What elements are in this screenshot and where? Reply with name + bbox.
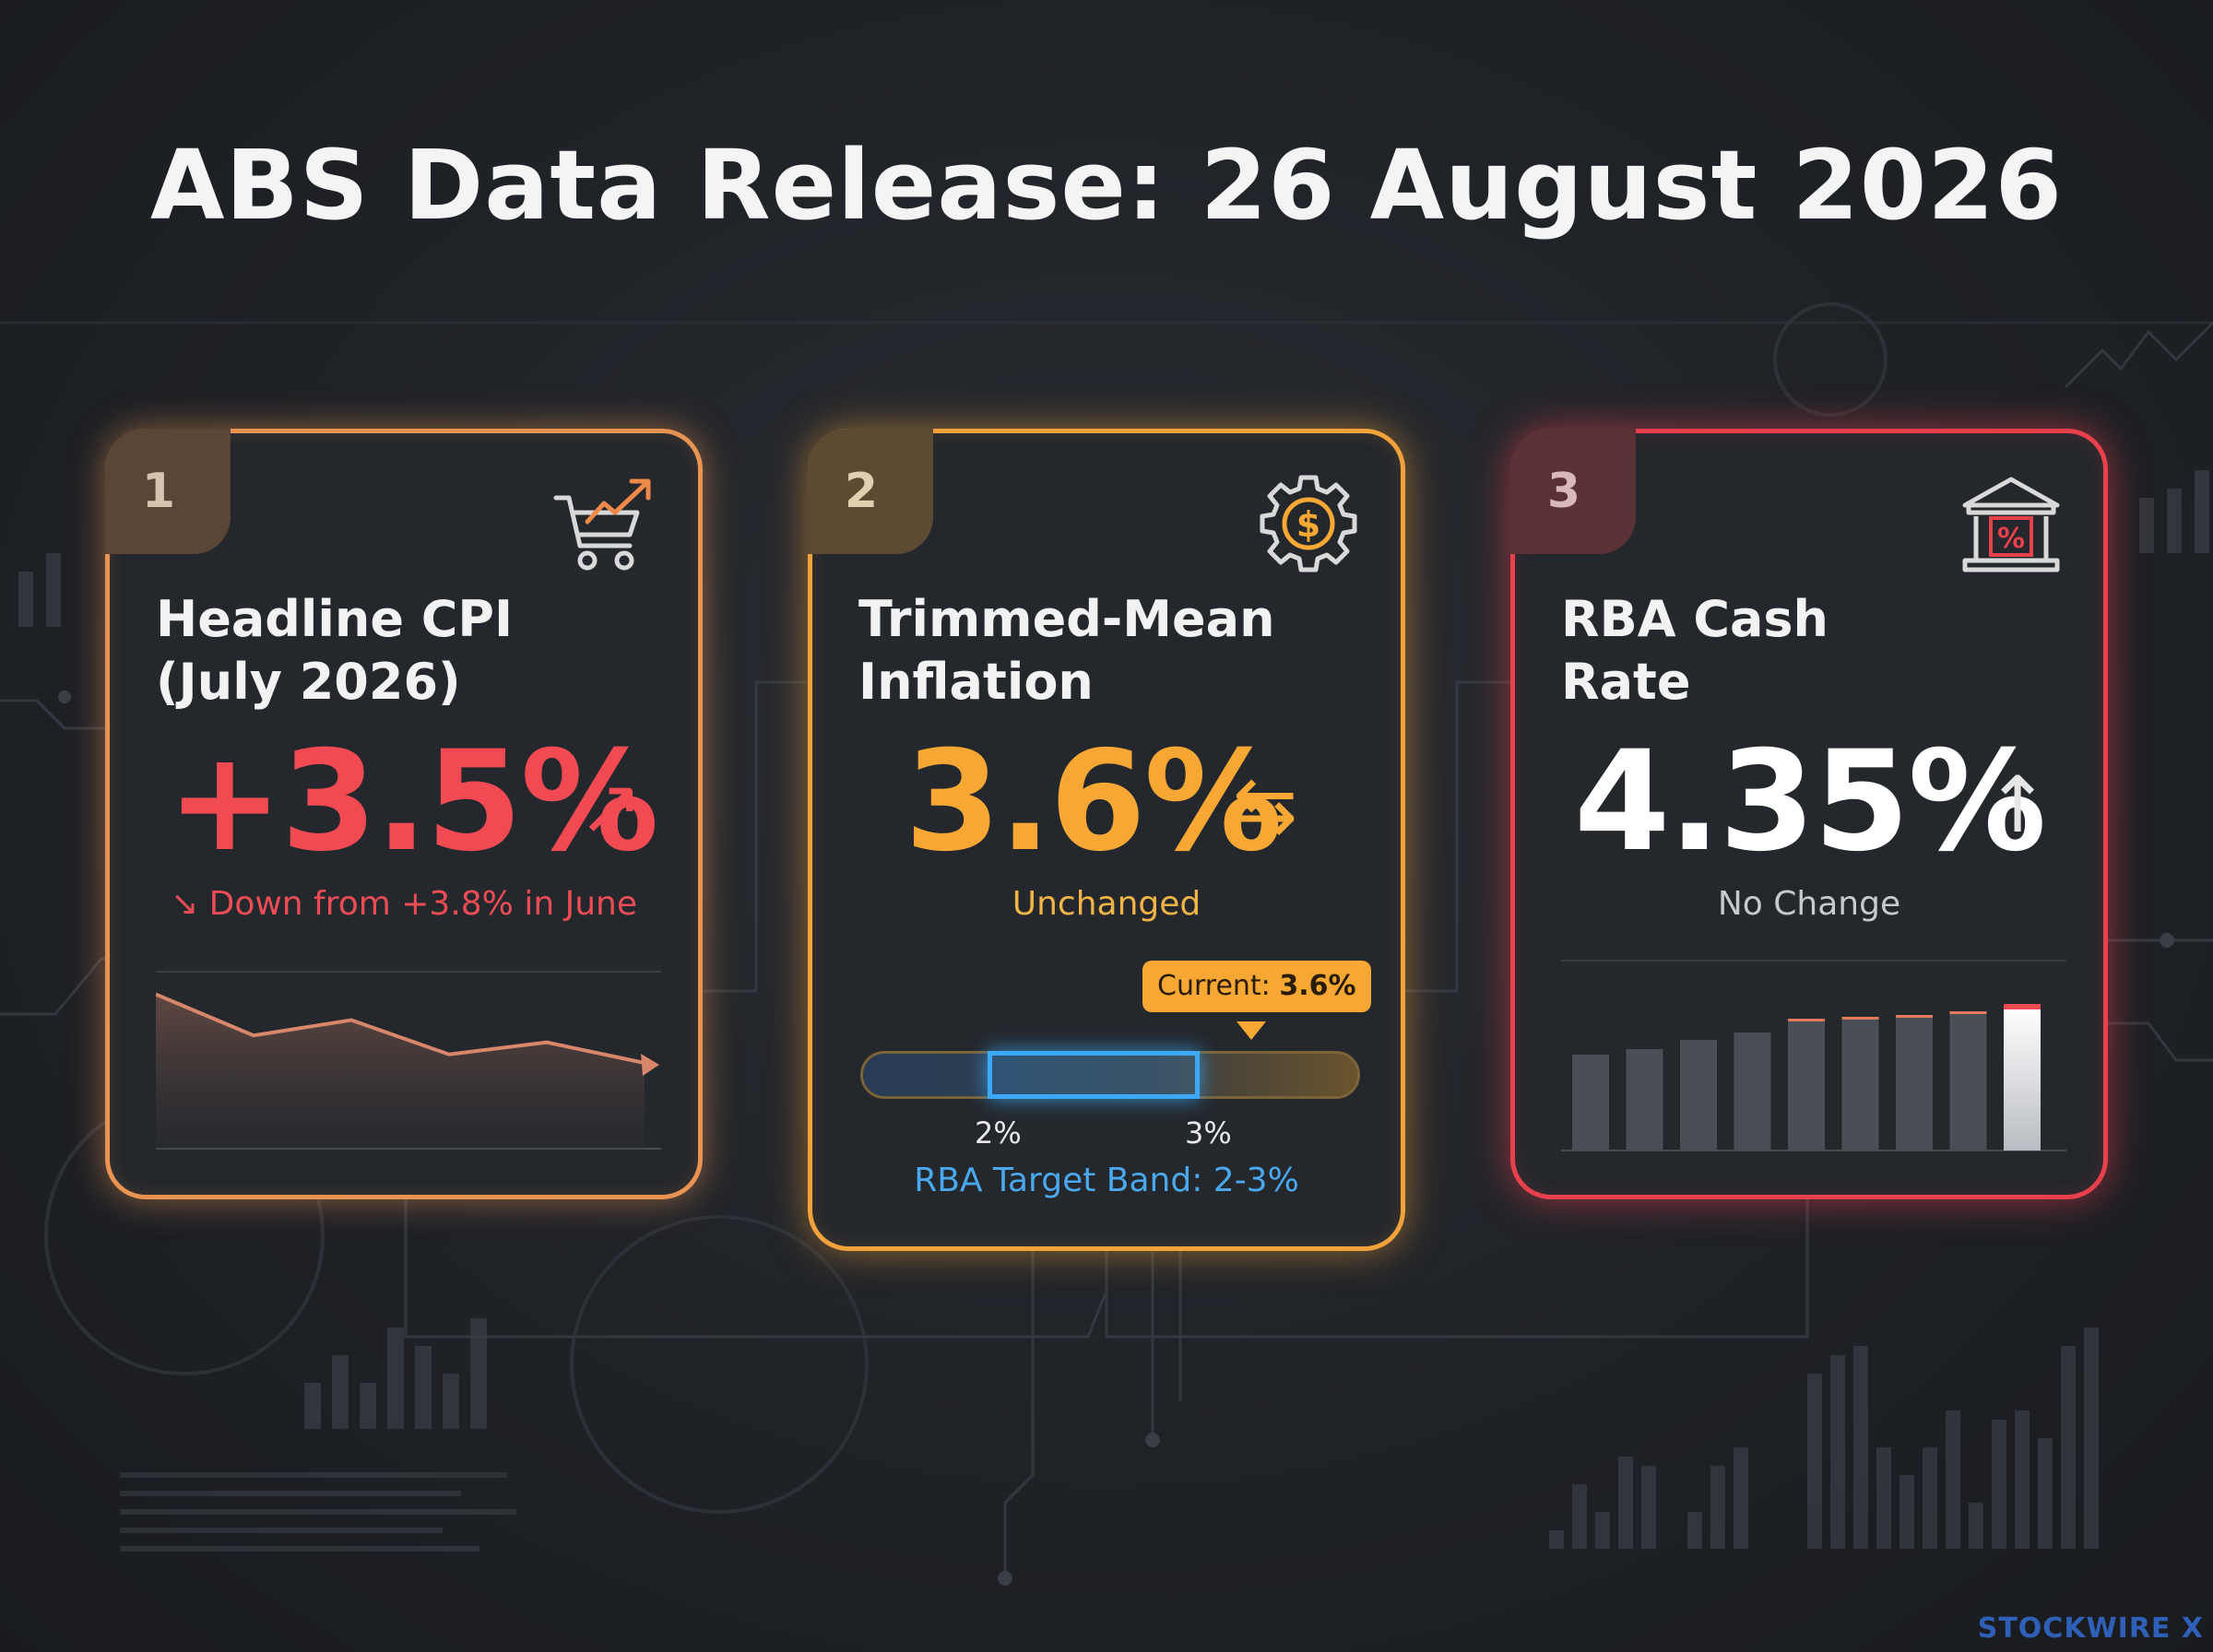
card-title: RBA Cash Rate xyxy=(1561,590,1828,711)
card-number-badge: 1 xyxy=(105,429,231,554)
svg-text:$: $ xyxy=(1296,504,1320,545)
current-value-tag: Current: 3.6% xyxy=(1142,961,1371,1012)
trimmed-mean-value: 3.6% xyxy=(905,722,1283,882)
cpi-sparkline xyxy=(156,971,661,1150)
cash-rate-bar xyxy=(1949,1014,1987,1150)
cash-rate-bar xyxy=(1680,1040,1717,1150)
target-band-caption: RBA Target Band: 2-3% xyxy=(914,1162,1299,1199)
cash-rate-status: No Change xyxy=(1717,885,1901,923)
trimmed-mean-status: Unchanged xyxy=(1012,885,1201,923)
cash-rate-bar xyxy=(1788,1021,1825,1150)
target-band-highlight xyxy=(988,1051,1200,1099)
gear-dollar-icon: $ xyxy=(1260,475,1357,572)
cash-rate-bar-chart xyxy=(1561,960,2066,1151)
cash-rate-bar xyxy=(1572,1055,1609,1150)
sparkline-arrowhead xyxy=(641,1054,659,1076)
cash-rate-bar-cap xyxy=(1896,1015,1933,1018)
cash-rate-card: 3 % RBA Cash Rate 4.35% ↑ No Change xyxy=(1510,429,2108,1199)
cash-rate-bar xyxy=(1841,1020,1879,1150)
cash-rate-bar xyxy=(1734,1032,1771,1150)
trimmed-mean-card: 2 $ Trimmed-Mean Inflation 3.6% ⇆ Unchan… xyxy=(808,429,1405,1251)
page-title: ABS Data Release: 26 August 2026 xyxy=(150,129,2063,242)
cash-rate-bar xyxy=(1896,1018,1933,1150)
cash-rate-bar xyxy=(2004,1007,2041,1150)
cart-trend-icon xyxy=(553,478,651,571)
cash-rate-bar xyxy=(1626,1049,1663,1150)
trend-up-icon: ↗ xyxy=(578,761,644,852)
cash-rate-bar-cap xyxy=(2004,1004,2041,1009)
cash-rate-value: 4.35% xyxy=(1574,722,2046,882)
card-number-badge: 2 xyxy=(808,429,933,554)
cash-rate-bar-cap xyxy=(1788,1019,1825,1021)
sparkline-area xyxy=(156,994,645,1149)
arrow-up-icon: ↑ xyxy=(1985,760,2051,850)
headline-cpi-value: +3.5% xyxy=(167,722,659,882)
cash-rate-bar-cap xyxy=(1841,1017,1879,1020)
card-title: Headline CPI (July 2026) xyxy=(156,590,514,711)
card-number-badge: 3 xyxy=(1510,429,1636,554)
current-label: Current: xyxy=(1157,970,1271,1002)
brand-watermark: STOCKWIRE X xyxy=(1977,1612,2204,1645)
bank-percent-icon: % xyxy=(1962,477,2060,572)
headline-cpi-card: 1 Headline CPI (July 2026) +3.5% ↗ ↘ Dow… xyxy=(105,429,703,1199)
unchanged-arrows-icon: ⇆ xyxy=(1233,760,1298,850)
cpi-change-note: ↘ Down from +3.8% in June xyxy=(170,885,637,923)
band-high-label: 3% xyxy=(1185,1115,1232,1150)
current-pointer-icon xyxy=(1237,1021,1266,1040)
cash-rate-bar-cap xyxy=(1949,1011,1987,1014)
current-value: 3.6% xyxy=(1279,970,1356,1002)
band-low-label: 2% xyxy=(975,1115,1022,1150)
sparkline-line xyxy=(156,992,645,1065)
card-title: Trimmed-Mean Inflation xyxy=(858,590,1275,711)
svg-text:%: % xyxy=(1997,523,2025,555)
